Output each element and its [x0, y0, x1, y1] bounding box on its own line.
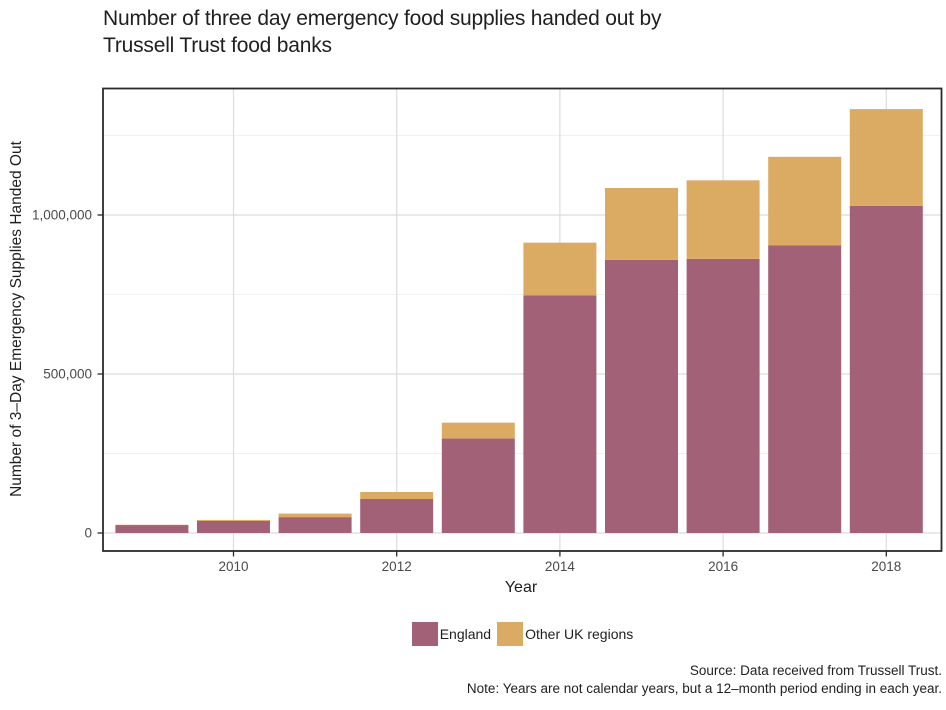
bar-england-2018: [849, 205, 923, 533]
legend-swatch-0: [411, 622, 438, 646]
bar-other-uk-regions-2010: [197, 519, 270, 521]
panel-border: [102, 87, 943, 552]
x-tick-label-2014: 2014: [545, 559, 576, 574]
footnotes: Source: Data received from Trussell Trus…: [467, 662, 942, 697]
legend-item-england: England: [411, 622, 492, 646]
x-tick-label-2018: 2018: [871, 559, 901, 574]
bar-england-2015: [605, 259, 678, 533]
x-tick-label-2012: 2012: [382, 559, 412, 574]
chart-title-line1: Number of three day emergency food suppl…: [103, 7, 662, 30]
year-note: Note: Years are not calendar years, but …: [466, 680, 942, 696]
x-tick-label-2010: 2010: [218, 559, 248, 574]
x-axis-title: Year: [504, 579, 538, 596]
legend-item-other-uk-regions: Other UK regions: [497, 622, 633, 646]
legend-label-0: England: [439, 626, 492, 642]
bar-other-uk-regions-2014: [523, 242, 597, 296]
y-tick-label-1000000: 1,000,000: [32, 208, 92, 223]
bar-other-uk-regions-2018: [849, 109, 923, 206]
bar-england-2014: [523, 295, 597, 533]
y-tick-label-500000: 500,000: [43, 367, 92, 382]
chart-title-line2: Trussell Trust food banks: [103, 33, 332, 57]
legend: England Other UK regions: [103, 622, 942, 646]
source-note: Source: Data received from Trussell Trus…: [689, 663, 942, 678]
bar-england-2010: [197, 520, 270, 533]
legend-swatch-1: [497, 622, 524, 646]
bar-england-2011: [278, 517, 352, 533]
bar-other-uk-regions-2011: [278, 513, 352, 518]
bar-england-2009: [115, 525, 189, 533]
bar-other-uk-regions-2012: [360, 491, 434, 499]
bar-england-2016: [686, 258, 760, 533]
bar-england-2012: [360, 498, 434, 533]
y-tick-label-0: 0: [84, 526, 92, 541]
bar-other-uk-regions-2016: [686, 180, 760, 259]
bar-other-uk-regions-2017: [768, 156, 842, 246]
bar-other-uk-regions-2015: [605, 187, 678, 260]
bar-england-2013: [441, 438, 515, 533]
chart-title: Number of three day emergency food suppl…: [103, 6, 661, 59]
bar-england-2017: [768, 245, 842, 533]
x-tick-label-2016: 2016: [708, 559, 738, 574]
legend-label-1: Other UK regions: [525, 626, 634, 642]
bar-other-uk-regions-2013: [441, 422, 515, 439]
